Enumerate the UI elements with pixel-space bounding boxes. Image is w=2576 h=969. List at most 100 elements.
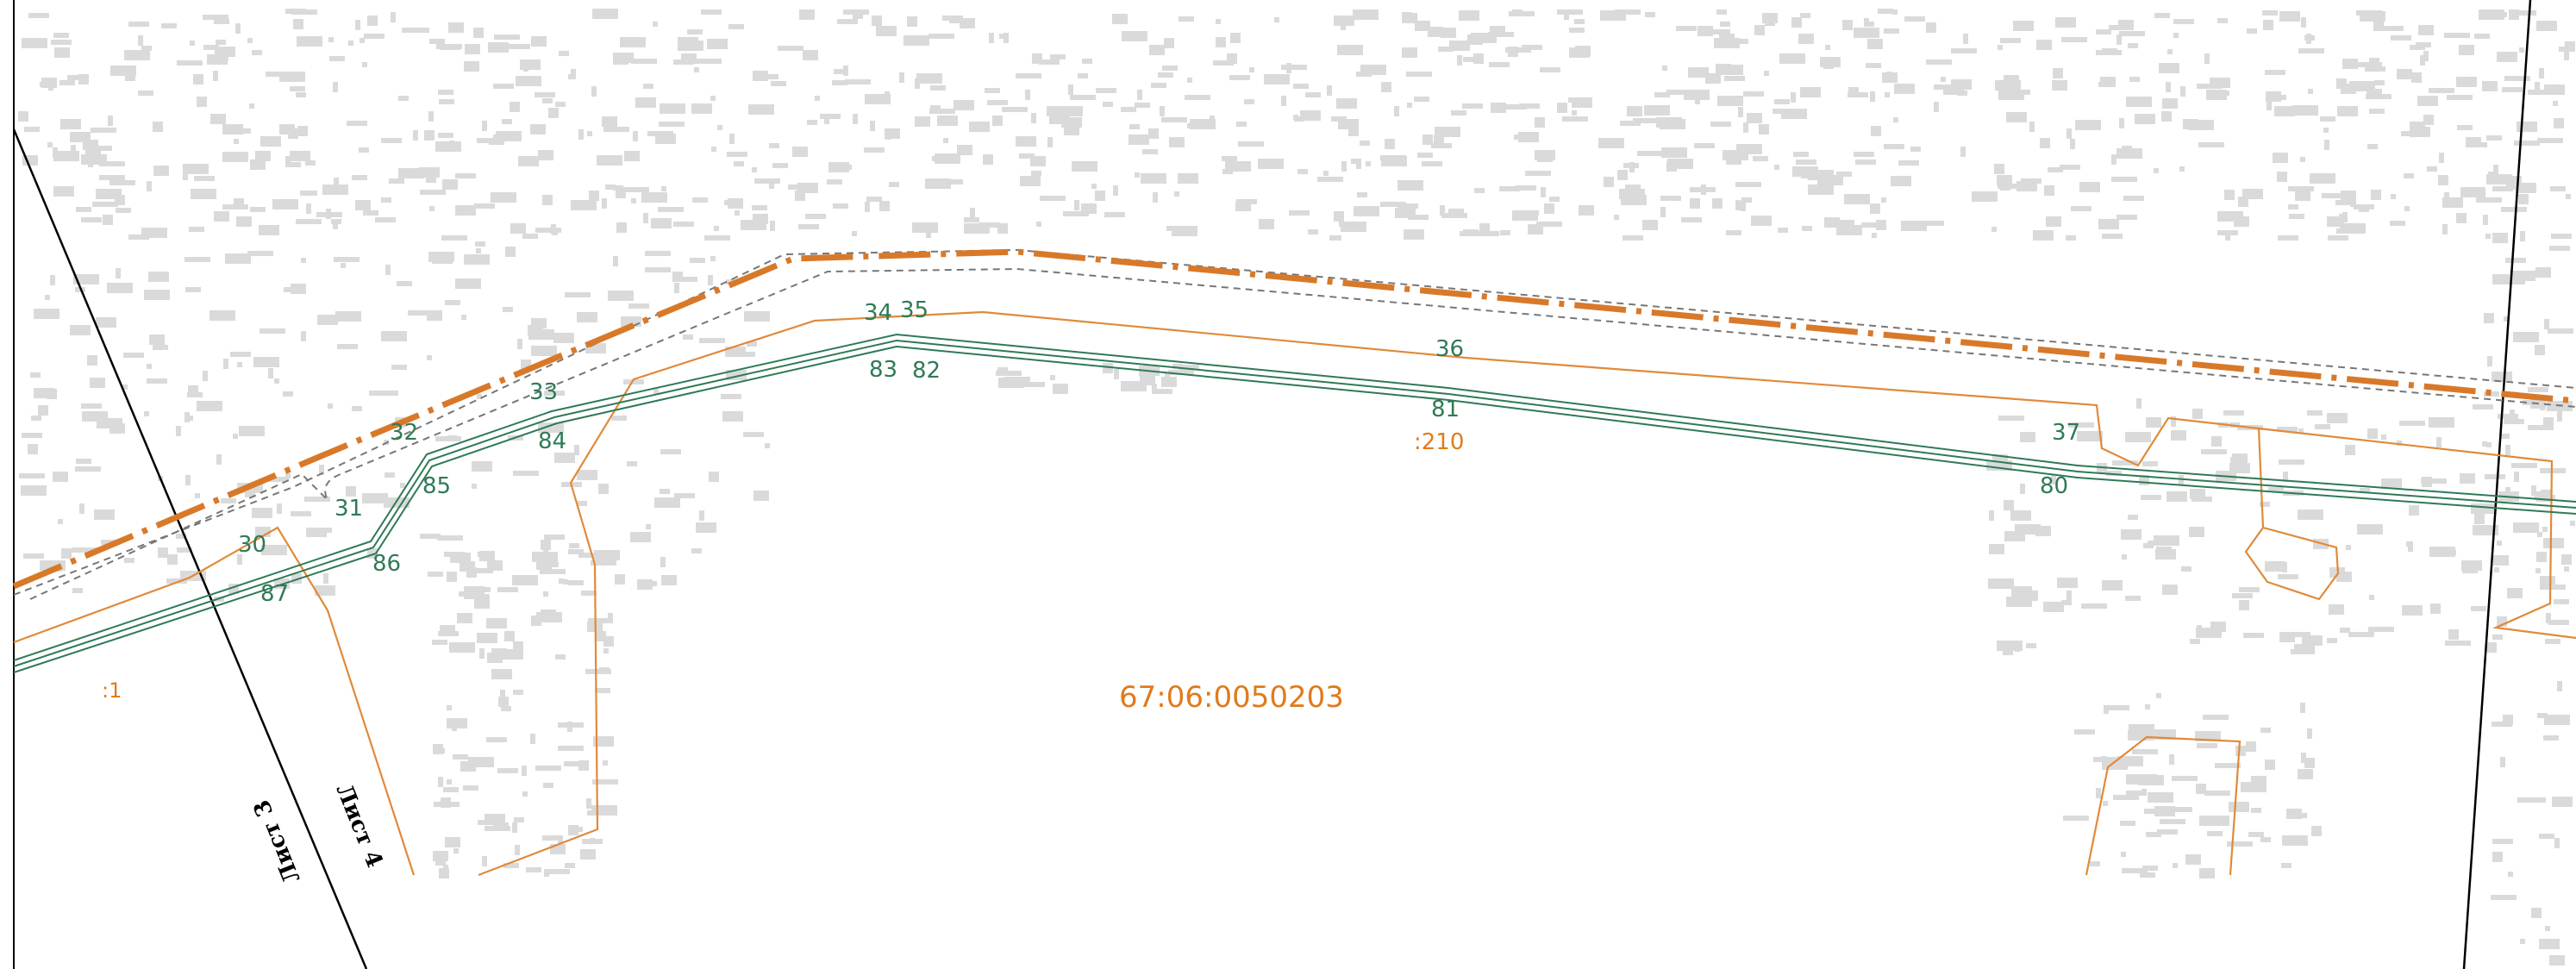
basemap-fragment: [1244, 99, 1254, 104]
basemap-fragment: [2090, 861, 2100, 866]
basemap-fragment: [522, 766, 527, 776]
basemap-fragment: [741, 220, 766, 230]
basemap-fragment: [2335, 200, 2356, 205]
basemap-fragment: [555, 102, 566, 107]
basemap-fragment: [475, 241, 485, 247]
basemap-fragment: [2381, 434, 2386, 440]
basemap-fragment: [1341, 161, 1347, 172]
basemap-fragment: [1153, 192, 1158, 203]
basemap-fragment: [461, 315, 466, 320]
basemap-fragment: [203, 15, 228, 20]
basemap-fragment: [2404, 206, 2410, 211]
basemap-fragment: [1249, 67, 1254, 72]
basemap-fragment: [953, 100, 974, 110]
green-boundary-lines: [13, 333, 2576, 673]
basemap-fragment: [603, 648, 609, 653]
basemap-fragment: [301, 258, 306, 263]
basemap-fragment: [643, 84, 653, 89]
basemap-fragment: [2418, 25, 2434, 35]
basemap-fragment: [2190, 639, 2200, 644]
basemap-fragment: [843, 66, 848, 76]
basemap-fragment: [2248, 832, 2264, 837]
basemap-fragment: [1142, 149, 1158, 154]
basemap-fragment: [184, 412, 190, 422]
basemap-fragment: [1440, 205, 1445, 216]
basemap-fragment: [1626, 191, 1631, 197]
basemap-fragment: [1397, 180, 1423, 191]
basemap-fragment: [497, 768, 518, 773]
basemap-fragment: [1471, 33, 1497, 43]
basemap-fragment: [2557, 681, 2562, 691]
basemap-fragment: [427, 355, 432, 360]
basemap-fragment: [2537, 713, 2548, 718]
basemap-fragment: [1712, 198, 1723, 209]
basemap-fragment: [1871, 126, 1881, 136]
basemap-fragment: [234, 139, 239, 144]
basemap-fragment: [230, 352, 251, 357]
basemap-fragment: [1800, 13, 1810, 18]
basemap-fragment: [2162, 585, 2178, 595]
basemap-fragment: [2267, 100, 2272, 110]
basemap-fragment: [2340, 223, 2366, 234]
basemap-fragment: [1823, 59, 1834, 69]
basemap-fragment: [1898, 160, 1919, 166]
basemap-fragment: [2329, 604, 2344, 615]
basemap-fragment: [2391, 35, 2411, 41]
point-label-30: 30: [238, 532, 266, 558]
basemap-fragment: [866, 197, 882, 202]
basemap-fragment: [2104, 709, 2109, 714]
basemap-fragment: [472, 461, 492, 472]
basemap-fragment: [1091, 184, 1097, 189]
basemap-fragment: [166, 578, 187, 584]
basemap-fragment: [2505, 445, 2510, 455]
basemap-fragment: [239, 426, 265, 436]
basemap-fragment: [1397, 203, 1403, 208]
basemap-fragment: [2004, 531, 2025, 541]
basemap-fragment: [2459, 45, 2474, 55]
basemap-fragment: [352, 406, 362, 411]
basemap-fragment: [1025, 90, 1030, 100]
point-label-80: 80: [2040, 473, 2068, 499]
basemap-fragment: [694, 67, 699, 72]
basemap-fragment: [2531, 485, 2536, 496]
basemap-fragment: [1441, 28, 1456, 38]
basemap-fragment: [1951, 79, 1972, 90]
basemap-fragment: [440, 625, 455, 635]
basemap-fragment: [2410, 122, 2425, 132]
basemap-fragment: [99, 175, 125, 180]
basemap-fragment: [213, 71, 218, 81]
basemap-fragment: [672, 272, 683, 282]
basemap-fragment: [1381, 82, 1391, 92]
basemap-fragment: [1501, 104, 1527, 109]
basemap-fragment: [2509, 9, 2519, 20]
basemap-fragment: [1121, 107, 1136, 112]
basemap-fragment: [602, 116, 617, 127]
basemap-fragment: [1402, 13, 1417, 23]
basemap-fragment: [2570, 521, 2575, 526]
basemap-fragment: [2033, 230, 2054, 241]
basemap-fragment: [2544, 715, 2570, 725]
basemap-fragment: [512, 822, 517, 833]
basemap-fragment: [2156, 547, 2172, 557]
basemap-fragment: [381, 197, 391, 203]
basemap-fragment: [51, 40, 72, 45]
basemap-fragment: [1216, 37, 1226, 47]
basemap-fragment: [1661, 147, 1687, 158]
basemap-fragment: [2552, 797, 2573, 807]
basemap-fragment: [1438, 47, 1454, 52]
basemap-fragment: [2209, 91, 2229, 96]
basemap-fragment: [2327, 413, 2348, 423]
basemap-fragment: [1216, 19, 1221, 24]
basemap-fragment: [2012, 591, 2038, 601]
basemap-fragment: [2530, 797, 2546, 803]
basemap-fragment: [595, 688, 610, 693]
basemap-fragment: [1174, 191, 1179, 197]
basemap-fragment: [2504, 316, 2509, 322]
basemap-fragment: [479, 648, 485, 659]
basemap-fragment: [2399, 421, 2425, 426]
point-label-37: 37: [2052, 420, 2080, 446]
basemap-fragment: [2015, 90, 2030, 95]
basemap-fragment: [2282, 835, 2308, 846]
basemap-fragment: [1989, 510, 1994, 521]
basemap-fragment: [1881, 197, 1886, 203]
